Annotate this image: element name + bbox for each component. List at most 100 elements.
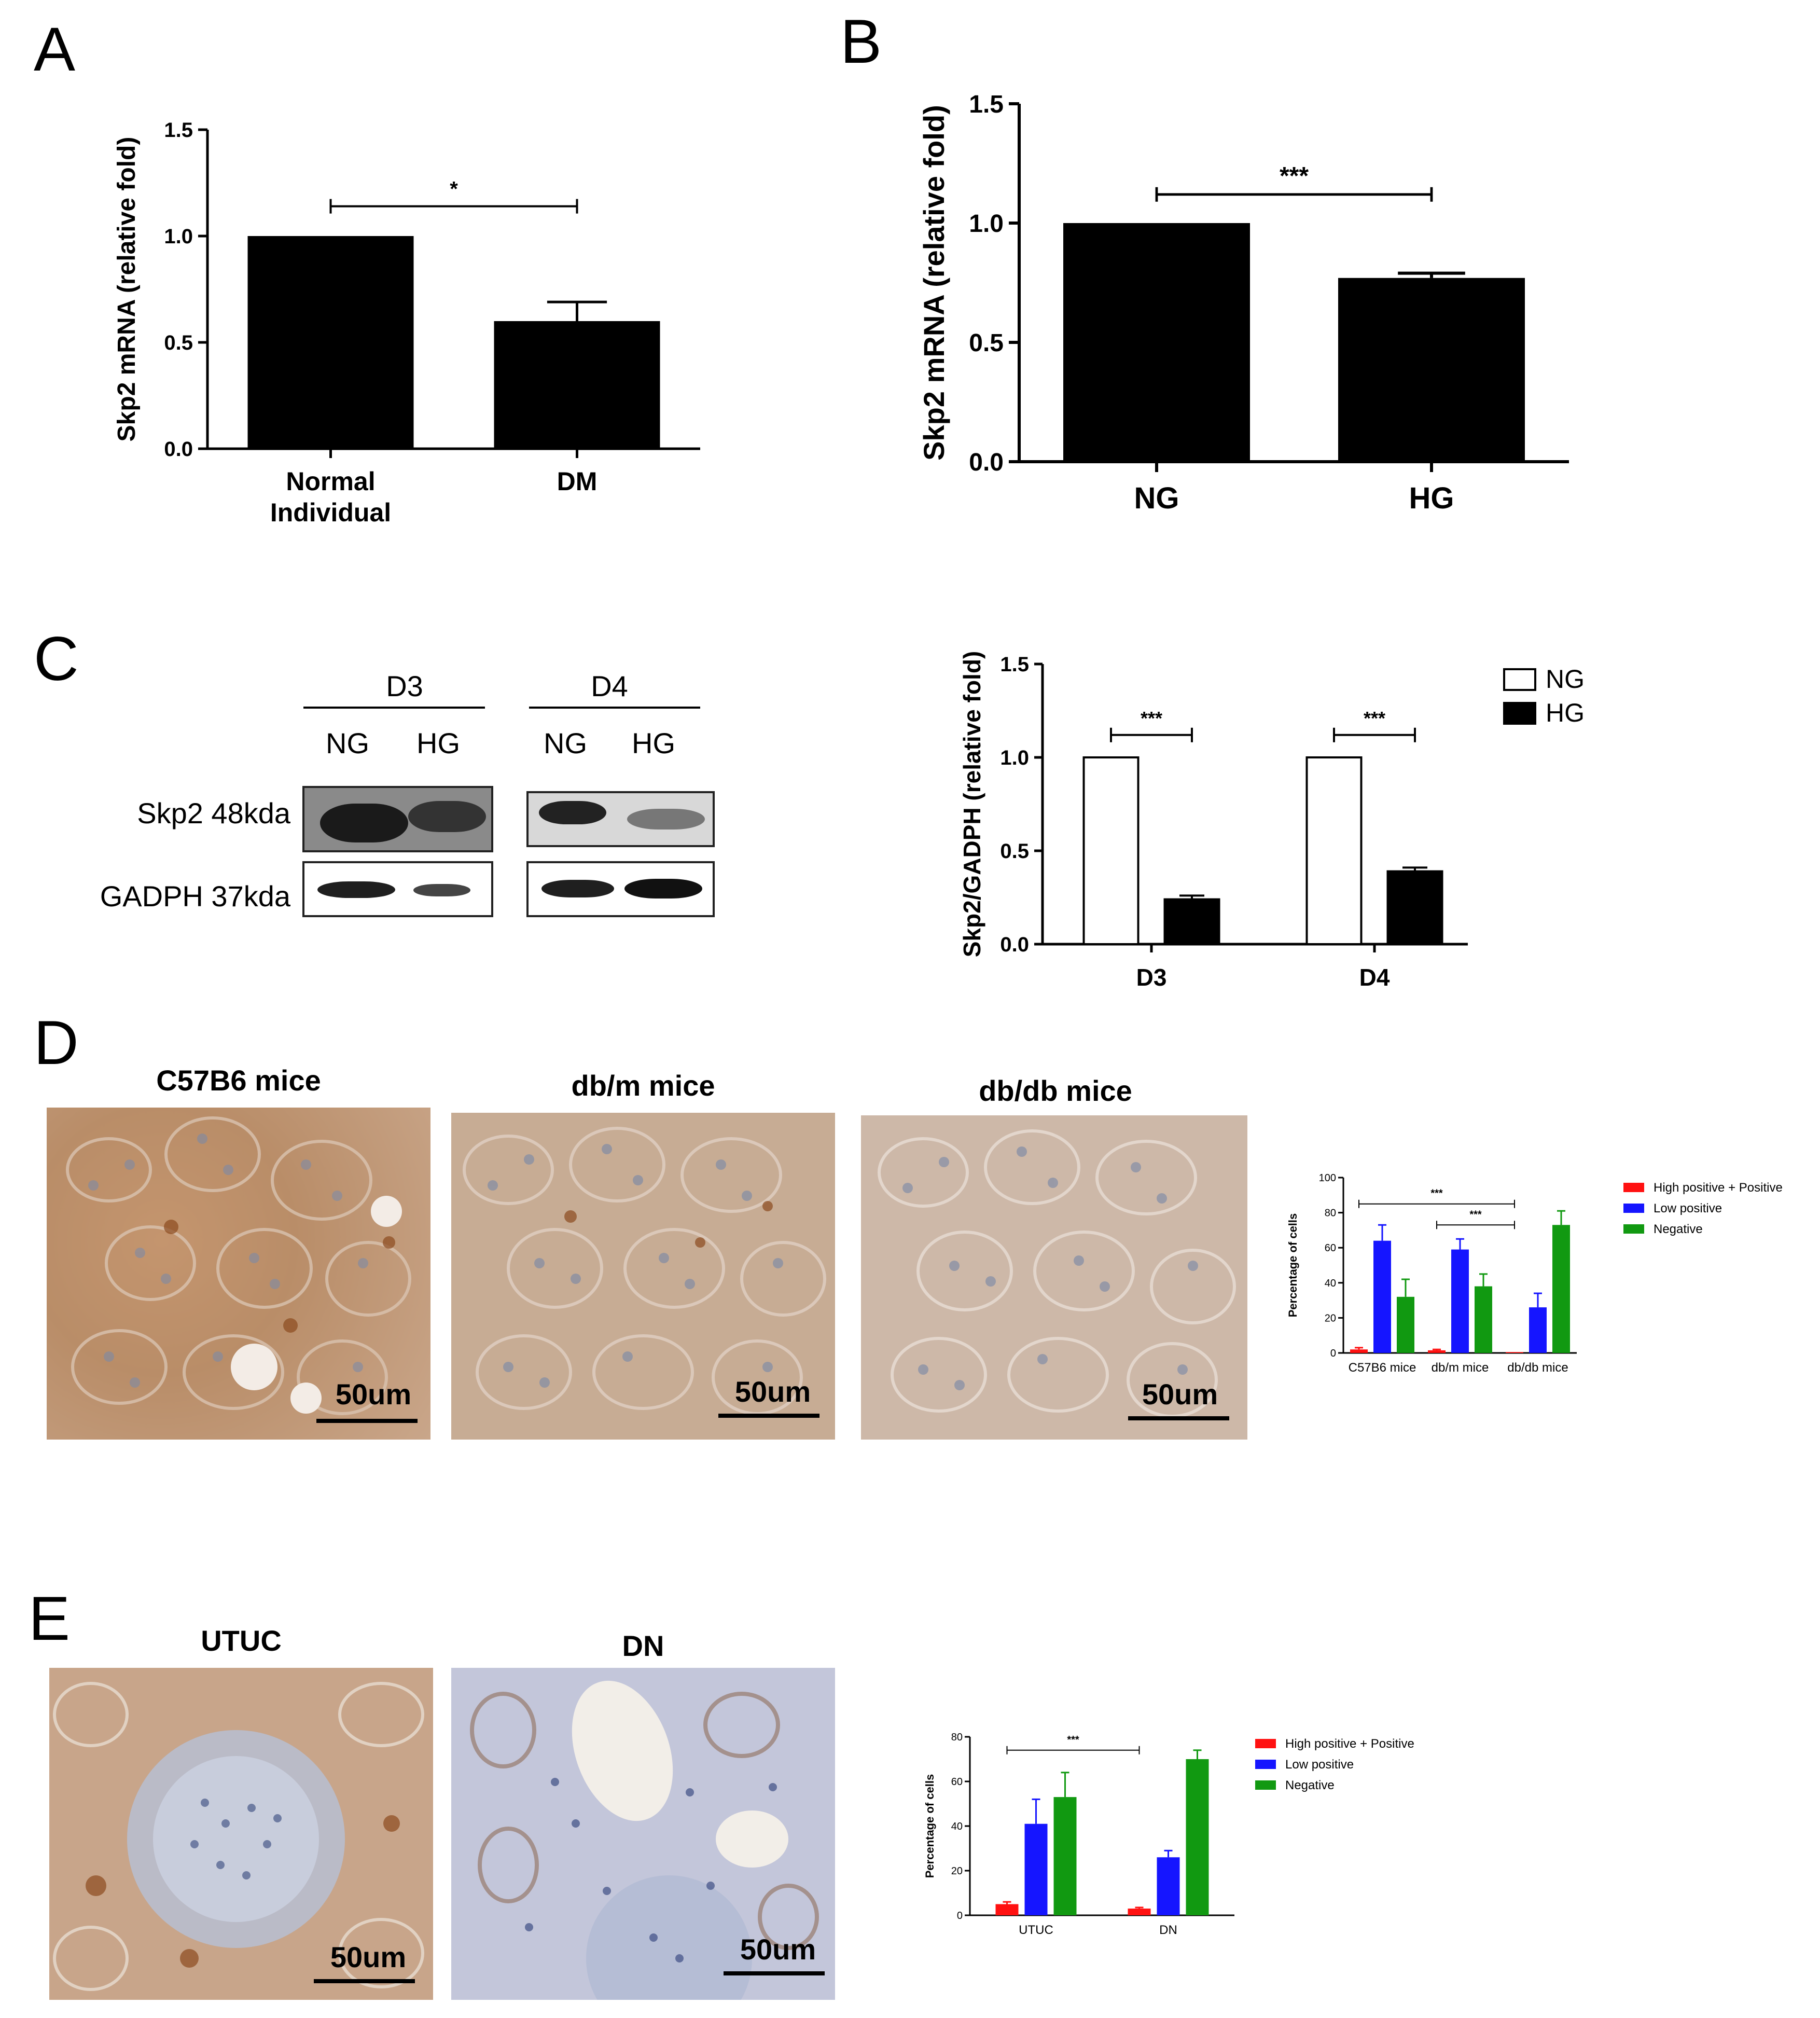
bar [1128, 1909, 1151, 1915]
legend-label: Low positive [1654, 1201, 1722, 1215]
chart-c: 0.0 0.5 1.0 1.5 D3 D4 *** *** Skp2/GADPH (relati… [958, 651, 1585, 991]
panel-letter-c: C [34, 624, 79, 694]
significance-label: * [450, 178, 458, 201]
scale-bar-label: 50um [1142, 1378, 1218, 1411]
bar [1157, 1857, 1180, 1915]
y-axis-label: Percentage of cells [1286, 1213, 1299, 1318]
blot-lane-label: NG [544, 727, 587, 759]
y-tick-label: 1.5 [969, 91, 1004, 118]
y-axis-label: Percentage of cells [923, 1774, 936, 1878]
y-tick-label: 40 [951, 1821, 963, 1832]
x-tick-label: Normal [286, 467, 375, 496]
scale-bar-label: 50um [335, 1378, 412, 1411]
histology-title: C57B6 mice [156, 1064, 321, 1097]
blot-lane-label: HG [632, 727, 675, 759]
y-tick-label: 0 [1330, 1348, 1336, 1359]
y-tick-label: 1.5 [1000, 653, 1029, 676]
bar [1053, 1797, 1077, 1915]
bar [995, 1904, 1019, 1915]
bar [1186, 1759, 1209, 1915]
legend-swatch [1255, 1739, 1276, 1748]
bar [247, 236, 414, 449]
y-tick-label: 0.5 [969, 329, 1004, 357]
significance-label: *** [1469, 1209, 1482, 1220]
chart-b: 0.0 0.5 1.0 1.5 NG HG *** Skp2 mRNA (relative f… [918, 91, 1569, 515]
y-tick-label: 80 [951, 1732, 963, 1743]
panel-letter-b: B [840, 7, 882, 76]
x-tick-label: UTUC [1019, 1923, 1053, 1937]
x-tick-label: NG [1134, 481, 1179, 515]
legend-swatch [1255, 1780, 1276, 1790]
panel-letter-a: A [34, 15, 76, 84]
bar [1163, 898, 1220, 945]
blot-band [627, 809, 705, 830]
histology-image-dn [451, 1668, 835, 2000]
bar [1552, 1225, 1570, 1353]
scale-bar-label: 50um [330, 1941, 407, 1973]
blot-row-label: GADPH 37kda [100, 880, 290, 913]
blot-lane-label: HG [416, 727, 460, 759]
y-axis-label: Skp2 mRNA (relative fold) [918, 105, 950, 461]
blot-group-line [303, 707, 485, 709]
blot-band [408, 801, 486, 832]
scale-bar [1128, 1416, 1229, 1420]
blot-band [539, 801, 606, 824]
blot-skp2-d4 [526, 791, 715, 847]
bar [1428, 1350, 1446, 1353]
scale-bar-label: 50um [734, 1375, 811, 1408]
legend-swatch [1503, 668, 1536, 691]
significance-label: *** [1430, 1188, 1443, 1199]
y-tick-label: 20 [951, 1865, 963, 1877]
bar [1529, 1307, 1547, 1353]
bar [1386, 870, 1443, 945]
bar [1397, 1296, 1414, 1353]
histology-image-c57b6 [47, 1108, 430, 1440]
tissue-texture [878, 1129, 1236, 1418]
legend-label: NG [1546, 665, 1585, 694]
y-axis-label: Skp2 mRNA (relative fold) [113, 137, 141, 442]
legend-swatch [1623, 1224, 1644, 1234]
y-tick-label: 1.0 [969, 210, 1004, 238]
y-tick-label: 40 [1325, 1278, 1336, 1289]
x-tick-label: C57B6 mice [1349, 1361, 1416, 1375]
y-tick-label: 0.5 [1000, 840, 1029, 863]
blot-gadph-d3 [302, 861, 493, 917]
bar [494, 321, 660, 449]
blot-group-label: D4 [591, 670, 628, 702]
bar [1373, 1240, 1391, 1353]
legend-swatch [1623, 1183, 1644, 1192]
histology-title: UTUC [201, 1624, 282, 1657]
histology-image-db-db [861, 1115, 1247, 1440]
legend-label: Negative [1285, 1778, 1335, 1792]
bar [1475, 1286, 1492, 1353]
bar [1082, 756, 1140, 945]
y-tick-label: 0.0 [164, 438, 193, 461]
tissue-texture [66, 1116, 411, 1415]
x-tick-label: db/m mice [1432, 1361, 1489, 1375]
significance-label: *** [1141, 708, 1162, 729]
legend-label: Negative [1654, 1222, 1703, 1236]
y-tick-label: 80 [1325, 1208, 1336, 1219]
blot-skp2-d3 [302, 786, 493, 852]
y-tick-label: 100 [1319, 1172, 1336, 1184]
scale-bar [718, 1414, 819, 1418]
x-tick-label: D4 [1359, 964, 1390, 991]
legend-swatch [1255, 1760, 1276, 1769]
bar [1063, 223, 1250, 462]
tissue-texture [463, 1127, 826, 1415]
y-axis-label: Skp2/GADPH (relative fold) [958, 651, 985, 957]
legend-label: HG [1546, 698, 1585, 727]
legend-label: High positive + Positive [1285, 1737, 1414, 1751]
tissue-texture [470, 1680, 819, 2000]
tissue-texture [53, 1682, 424, 1991]
y-tick-label: 20 [1325, 1312, 1336, 1324]
bar [1350, 1349, 1368, 1353]
blot-group-label: D3 [386, 670, 423, 702]
x-tick-label: db/db mice [1507, 1361, 1568, 1375]
legend-swatch [1623, 1204, 1644, 1213]
y-tick-label: 60 [951, 1776, 963, 1788]
y-tick-label: 0.0 [969, 449, 1004, 476]
blot-band [624, 879, 702, 899]
x-tick-label: HG [1409, 481, 1454, 515]
